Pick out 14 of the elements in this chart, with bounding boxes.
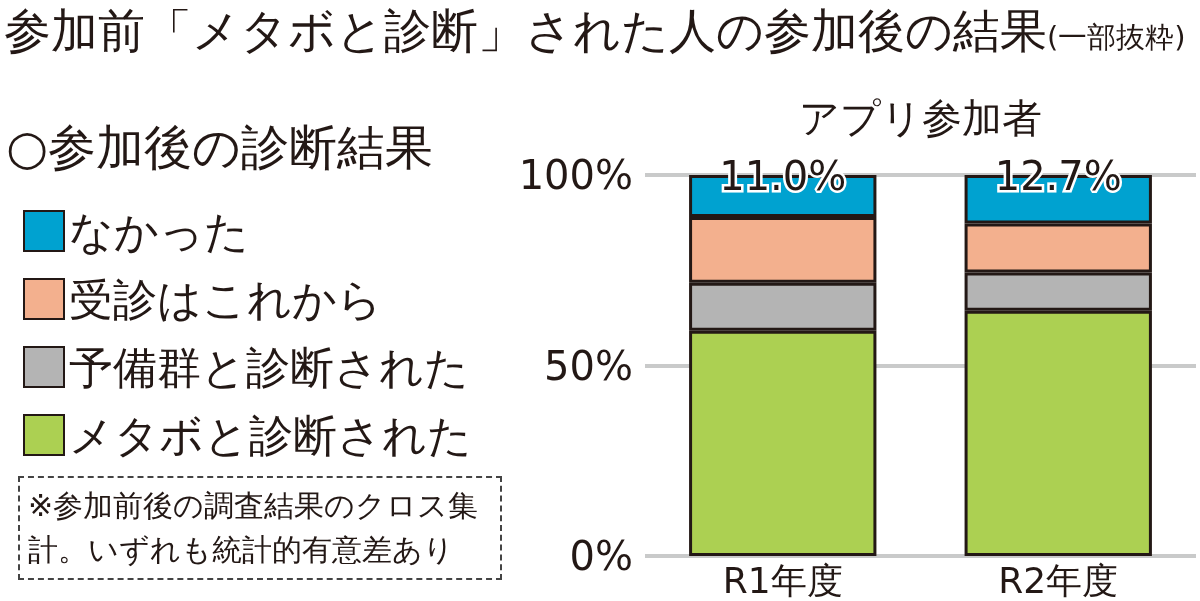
y-tick-label: 50% — [544, 342, 633, 389]
y-tick-label: 0% — [569, 533, 633, 579]
text: ※参加前後の調査結果のクロス集計。いずれも統計的有意差あり — [18, 476, 502, 580]
legend-label: なかった — [69, 205, 249, 257]
legend-label: 受診はこれから — [69, 273, 382, 325]
legend-label: 予備群と診断された — [69, 341, 469, 393]
legend-title: ○参加後の診断結果 — [6, 118, 433, 176]
y-tick-label: 100% — [518, 152, 633, 198]
x-tick-label: R1年度 — [722, 559, 843, 601]
x-axis-title: アプリ参加者 — [798, 94, 1043, 142]
chart-subtitle: (一部抜粋) — [1047, 20, 1186, 54]
chart-title: 参加前「メタボと診断」された人の参加後の結果 — [4, 3, 1047, 58]
legend-label: メタボと診断された — [69, 409, 472, 461]
x-tick-label: R2年度 — [998, 559, 1119, 601]
